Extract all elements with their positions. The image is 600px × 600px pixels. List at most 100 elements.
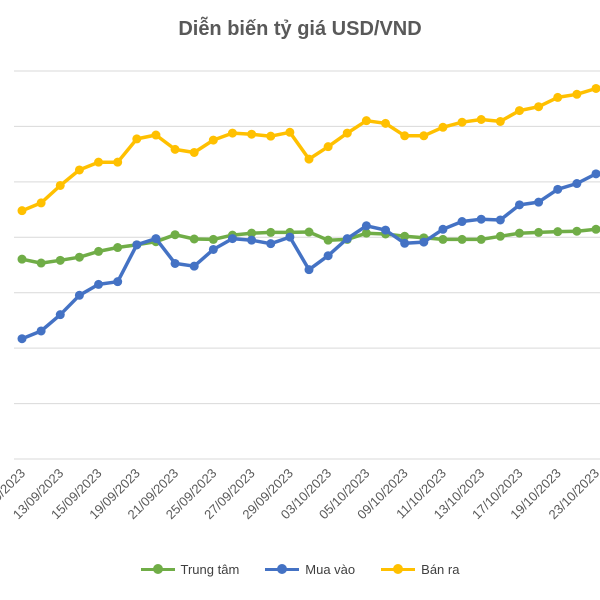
data-point (381, 118, 391, 128)
data-point (342, 234, 352, 244)
data-point (170, 258, 180, 268)
data-point (553, 92, 563, 102)
legend-swatch-trung-tam (140, 564, 175, 574)
data-point (514, 106, 524, 116)
data-point (419, 131, 429, 141)
data-point (438, 122, 448, 132)
data-point (36, 326, 46, 336)
data-point (591, 169, 600, 179)
data-point (400, 231, 410, 241)
data-point (400, 131, 410, 141)
data-point (419, 237, 429, 247)
data-point (304, 154, 314, 164)
series-line-1 (21, 172, 597, 341)
data-point (457, 234, 467, 244)
data-point (151, 130, 161, 140)
legend: Trung tâm Mua vào Bán ra (0, 562, 600, 577)
data-point (208, 135, 218, 145)
data-point (495, 231, 505, 241)
data-point (381, 225, 391, 235)
data-point (36, 258, 46, 268)
data-point (572, 89, 582, 99)
data-point (514, 228, 524, 238)
data-point (285, 232, 295, 242)
data-point (495, 116, 505, 126)
data-point (74, 165, 84, 175)
data-point (113, 157, 123, 167)
data-point (189, 147, 199, 157)
data-point (572, 179, 582, 189)
data-point (361, 116, 371, 126)
data-point (94, 279, 104, 289)
series-line-2 (21, 86, 597, 213)
data-point (438, 234, 448, 244)
data-point (304, 227, 314, 237)
data-point (495, 215, 505, 225)
data-point (534, 197, 544, 207)
legend-item-trung-tam: Trung tâm (140, 562, 240, 577)
data-point (208, 244, 218, 254)
data-point (227, 128, 237, 138)
data-point (17, 334, 27, 344)
data-point (400, 238, 410, 248)
data-point (94, 157, 104, 167)
legend-item-ban-ra: Bán ra (381, 562, 459, 577)
data-point (323, 251, 333, 261)
data-point (132, 240, 142, 250)
data-point (55, 310, 65, 320)
data-point (476, 234, 486, 244)
legend-item-mua-vao: Mua vào (265, 562, 355, 577)
data-point (151, 234, 161, 244)
data-point (247, 235, 257, 245)
data-point (534, 227, 544, 237)
data-point (189, 261, 199, 271)
chart-title: Diễn biến tỷ giá USD/VND (178, 18, 422, 40)
data-point (266, 227, 276, 237)
data-point (55, 180, 65, 190)
data-point (342, 128, 352, 138)
data-point (266, 131, 276, 141)
data-point (17, 206, 27, 216)
legend-swatch-ban-ra (381, 564, 416, 574)
data-point (438, 224, 448, 234)
data-point (247, 228, 257, 238)
data-point (113, 243, 123, 253)
data-point (476, 214, 486, 224)
data-point (534, 102, 544, 112)
data-point (74, 252, 84, 262)
data-point (553, 184, 563, 194)
data-point (36, 198, 46, 208)
data-point (304, 265, 314, 275)
data-point (132, 134, 142, 144)
data-point (94, 246, 104, 256)
data-point (591, 224, 600, 234)
data-point (361, 221, 371, 231)
data-point (74, 290, 84, 300)
data-point (553, 227, 563, 237)
data-point (361, 228, 371, 238)
data-point (227, 234, 237, 244)
legend-swatch-mua-vao (265, 564, 300, 574)
legend-label-mua-vao: Mua vào (305, 562, 356, 577)
data-point (266, 239, 276, 249)
data-point (113, 277, 123, 287)
data-point (55, 255, 65, 265)
data-point (170, 230, 180, 240)
data-point (323, 235, 333, 245)
data-point (572, 226, 582, 236)
legend-label-trung-tam: Trung tâm (180, 562, 240, 577)
data-point (457, 117, 467, 127)
data-point (208, 234, 218, 244)
data-point (514, 200, 524, 210)
data-point (476, 115, 486, 124)
data-point (285, 127, 295, 137)
data-point (591, 83, 600, 93)
data-point (170, 144, 180, 154)
legend-label-ban-ra: Bán ra (421, 562, 460, 577)
data-point (457, 217, 467, 227)
data-point (189, 234, 199, 244)
data-point (247, 129, 257, 139)
data-point (323, 142, 333, 152)
data-point (17, 254, 27, 264)
